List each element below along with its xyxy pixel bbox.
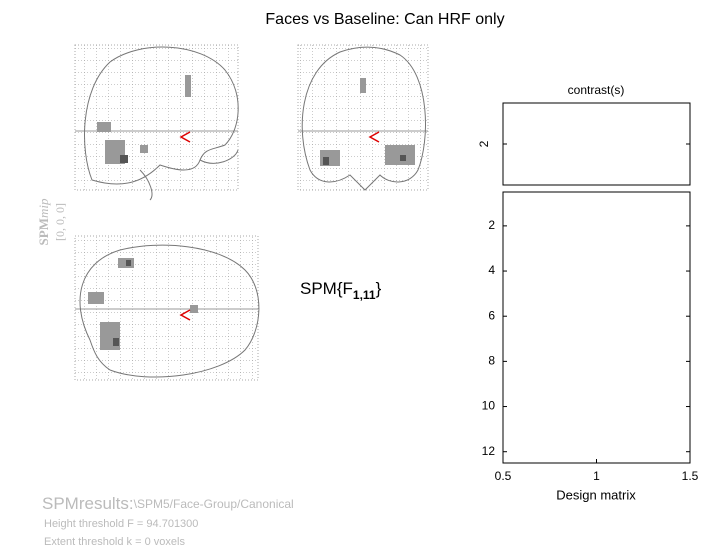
results-heading-main: SPMresults: [42, 494, 134, 513]
results-heading: SPMresults:\SPM5/Face-Group/Canonical [42, 494, 294, 513]
y-tick-label: 12 [482, 444, 496, 458]
y-tick-label: 2 [488, 218, 495, 232]
results-path: \SPM5/Face-Group/Canonical [134, 497, 294, 511]
statistic-subscript: 1,11 [353, 288, 376, 302]
design-matrix-xlabel: Design matrix [556, 487, 636, 502]
statistic-suffix: } [376, 279, 382, 298]
x-tick-label: 1.5 [682, 469, 699, 483]
mip-coords: [0, 0, 0] [53, 203, 67, 241]
y-tick-label: 2 [477, 140, 491, 147]
title: Faces vs Baseline: Can HRF only [265, 11, 504, 28]
contrast-title: contrast(s) [568, 83, 625, 97]
svg-text:SPMmip: SPMmip [36, 198, 51, 245]
statistic-prefix: SPM{F [300, 279, 353, 298]
mip-label: SPMmip [0, 0, 0] [36, 198, 67, 245]
height-threshold: Height threshold F = 94.701300 [44, 518, 198, 530]
x-tick-label: 1 [593, 469, 600, 483]
mip-main: SPM [36, 218, 51, 245]
sagittal-view [74, 44, 239, 201]
y-tick-label: 6 [488, 308, 495, 322]
x-tick-label: 0.5 [495, 469, 512, 483]
y-tick-label: 8 [488, 354, 495, 368]
y-tick-label: 4 [488, 263, 495, 277]
extent-threshold: Extent threshold k = 0 voxels [44, 536, 185, 548]
axial-view [74, 235, 260, 381]
y-tick-label: 10 [482, 399, 496, 413]
coronal-view [297, 44, 429, 191]
design-matrix-axes [502, 191, 691, 464]
contrast-axes [502, 102, 691, 186]
mip-italic: mip [36, 198, 51, 218]
statistic-label: SPM{F1,11} [300, 279, 382, 302]
